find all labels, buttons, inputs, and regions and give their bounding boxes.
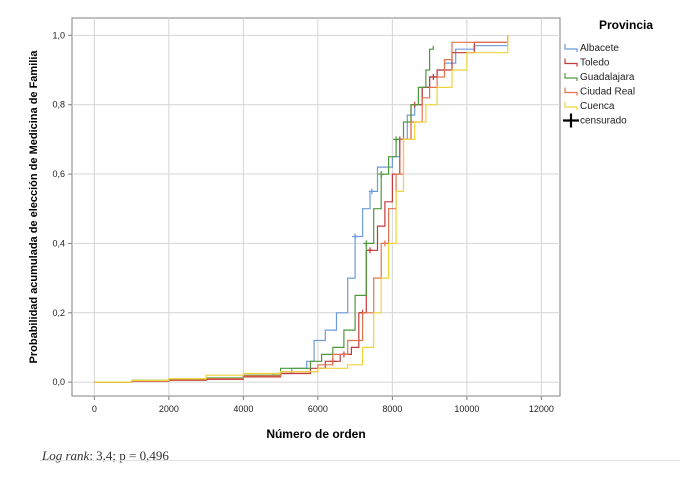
legend-swatch-1 [564,58,578,67]
series-line-4 [94,35,509,383]
divider [40,460,680,461]
x-tick-label: 8000 [382,404,402,414]
censor-mark-0 [368,188,375,195]
legend: Provincia Albacete Toledo Guadalajara Ciuda… [563,18,653,128]
legend-title: Provincia [599,18,653,32]
y-tick-label: 1,0 [52,30,65,40]
y-tick-label: 0,8 [52,100,65,110]
legend-swatch-3 [564,87,578,96]
censor-mark-2 [363,240,370,247]
footnote-italic: Log rank [42,448,90,463]
y-tick-label: 0,4 [52,238,65,248]
censor-mark-1 [367,247,374,254]
x-tick-label: 4000 [233,404,253,414]
legend-censored-label: censurado [580,116,627,127]
legend-label-1: Toledo [580,58,610,69]
km-chart: 0 2000 4000 6000 8000 10000 12000 0,0 0,2 0,4 0,6 0… [28,17,653,441]
footnote-rest: : 3,4; p = 0,496 [89,448,169,463]
series-layer [94,35,509,383]
x-tick-label: 2000 [159,404,179,414]
legend-label-2: Guadalajara [580,72,635,83]
y-tick-label: 0,2 [52,308,65,318]
legend-items: Albacete Toledo Guadalajara Ciudad Real Cuen… [563,43,635,128]
legend-label-3: Ciudad Real [580,87,635,98]
censor-mark-2 [378,171,385,178]
censor-mark-0 [352,233,359,240]
y-tick-label: 0,6 [52,169,65,179]
censor-mark-2 [393,136,400,143]
y-tick-label: 0,0 [52,377,65,387]
axes: 0 2000 4000 6000 8000 10000 12000 0,0 0,2 0,4 0,6 0… [52,30,553,414]
censor-mark-3 [381,240,388,247]
censor-mark-1 [430,73,437,80]
y-axis-label: Probabilidad acumulada de elección de Me… [28,50,40,364]
legend-label-4: Cuenca [580,101,615,112]
legend-swatch-4 [564,102,578,110]
legend-label-0: Albacete [580,43,619,54]
x-tick-label: 0 [92,404,97,414]
grid [72,18,560,396]
legend-swatch-0 [564,44,578,52]
x-tick-label: 12000 [529,404,554,414]
log-rank-footnote: Log rank: 3,4; p = 0,496 [42,448,169,464]
x-axis-label: Número de orden [266,427,365,441]
x-tick-label: 6000 [308,404,328,414]
plot-area [71,17,561,397]
legend-swatch-2 [564,73,578,81]
x-tick-label: 10000 [454,404,479,414]
legend-censored-icon [563,113,579,128]
